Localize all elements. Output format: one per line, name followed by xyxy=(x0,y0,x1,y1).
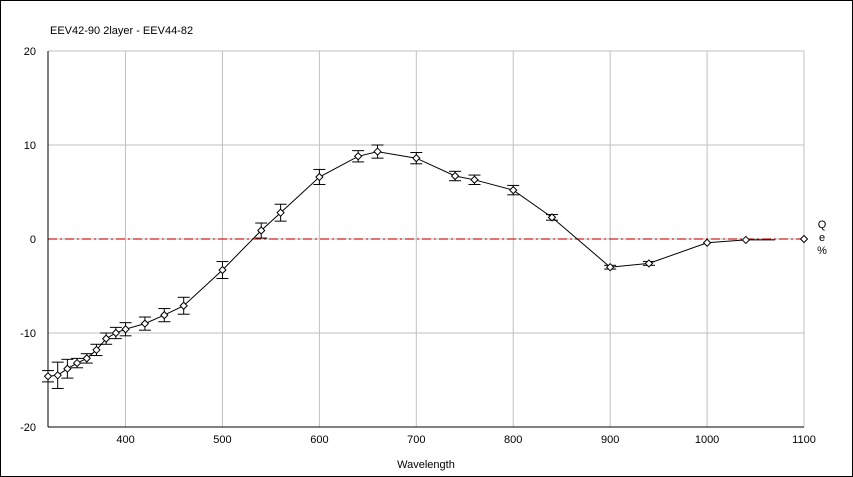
data-point xyxy=(605,262,615,272)
series-group xyxy=(42,144,809,389)
data-point xyxy=(470,175,479,184)
series-line xyxy=(47,151,775,377)
data-point xyxy=(218,265,227,275)
x-tick-label: 600 xyxy=(310,434,328,446)
y-tick-label: 0 xyxy=(30,234,36,246)
data-point xyxy=(160,310,169,320)
data-point xyxy=(373,147,382,156)
y-tick-label: -20 xyxy=(20,422,36,434)
data-point xyxy=(92,345,101,355)
data-point xyxy=(179,301,188,310)
data-point xyxy=(353,152,363,161)
data-point xyxy=(644,259,654,268)
data-point xyxy=(101,334,111,343)
y-tick-label: 10 xyxy=(24,140,36,152)
chart-title: EEV42-90 2layer - EEV44-82 xyxy=(50,25,194,37)
x-tick-label: 500 xyxy=(213,434,231,446)
data-point xyxy=(82,354,91,363)
x-tick-label: 800 xyxy=(504,434,522,446)
data-point xyxy=(450,171,460,181)
y-tick-label: 20 xyxy=(24,46,36,58)
data-point xyxy=(276,208,285,217)
x-tick-label: 700 xyxy=(407,434,425,446)
x-tick-label: 1000 xyxy=(695,434,719,446)
x-tick-label: 900 xyxy=(601,434,619,446)
y-axis-label-char: e xyxy=(819,232,825,244)
data-point xyxy=(111,328,121,338)
tick-labels-group: 400 500 600 700 800 900 1000 1100 20 10 0 -10 -20 xyxy=(20,46,816,446)
x-axis-label: Wavelength xyxy=(397,459,455,471)
data-point xyxy=(257,226,266,235)
y-axis-label-group: Qe% xyxy=(817,219,827,257)
plot-border-group xyxy=(47,51,804,428)
data-point xyxy=(72,358,82,368)
data-point xyxy=(53,371,62,380)
data-point xyxy=(315,172,324,182)
data-point xyxy=(799,234,809,244)
data-point xyxy=(121,325,130,334)
data-point xyxy=(509,185,518,195)
data-point xyxy=(140,319,150,328)
y-axis-label-char: Q xyxy=(818,219,827,231)
x-tick-label: 1100 xyxy=(792,434,816,446)
data-point xyxy=(741,235,751,245)
y-axis-label-char: % xyxy=(817,245,827,257)
data-point xyxy=(702,238,712,247)
data-point xyxy=(43,372,53,381)
data-point xyxy=(412,153,421,163)
data-point xyxy=(547,213,557,222)
x-tick-label: 400 xyxy=(116,434,134,446)
y-tick-label: -10 xyxy=(20,328,36,340)
data-point xyxy=(63,364,72,373)
